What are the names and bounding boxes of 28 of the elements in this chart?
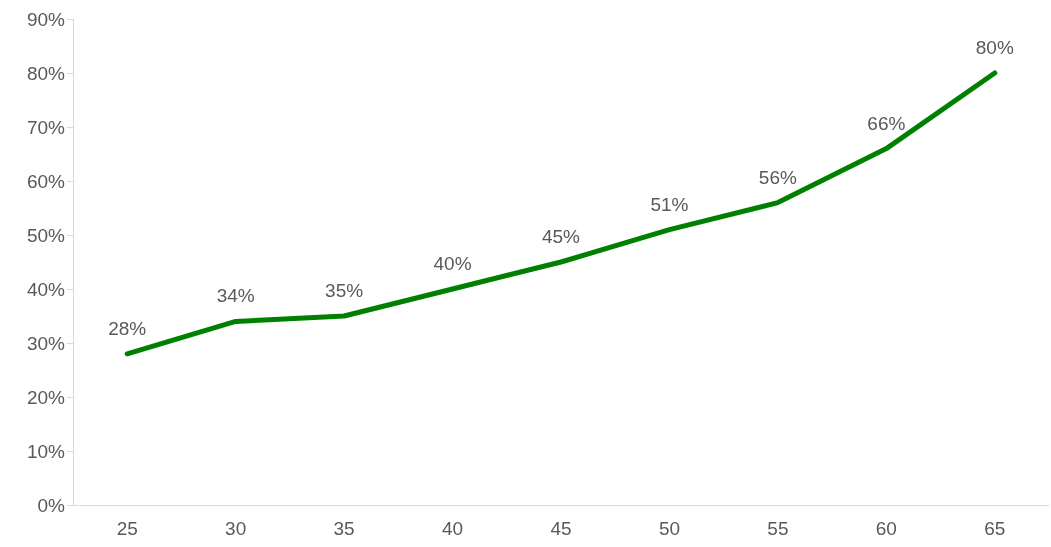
x-tick-label: 25 (116, 518, 138, 539)
x-tick-label: 45 (550, 518, 572, 539)
data-label: 66% (867, 112, 906, 134)
y-tick-label: 60% (26, 170, 66, 192)
data-label: 34% (216, 285, 255, 307)
data-label: 28% (108, 317, 147, 339)
x-tick-label: 40 (441, 518, 464, 539)
y-tick-label: 50% (26, 224, 66, 246)
y-tick-label: 10% (26, 440, 66, 462)
x-tick-label: 50 (658, 518, 681, 539)
data-label: 51% (650, 193, 689, 215)
x-tick-label: 65 (984, 518, 1006, 539)
data-label: 40% (433, 253, 472, 274)
y-tick-label: 80% (26, 62, 66, 84)
data-label: 56% (758, 166, 798, 188)
y-tick-label: 70% (26, 116, 66, 138)
y-tick-label: 20% (26, 386, 66, 408)
y-tick-label: 0% (37, 494, 66, 516)
data-label: 80% (975, 37, 1014, 58)
y-tick-label: 90% (26, 8, 66, 30)
x-tick-label: 55 (767, 518, 789, 539)
x-tick-label: 30 (225, 518, 247, 539)
x-tick-label: 35 (333, 518, 355, 539)
y-tick-label: 30% (26, 332, 66, 354)
y-tick-label: 40% (26, 278, 66, 300)
data-label: 45% (541, 226, 581, 247)
data-label: 35% (325, 280, 364, 301)
x-tick-label: 60 (875, 518, 897, 539)
